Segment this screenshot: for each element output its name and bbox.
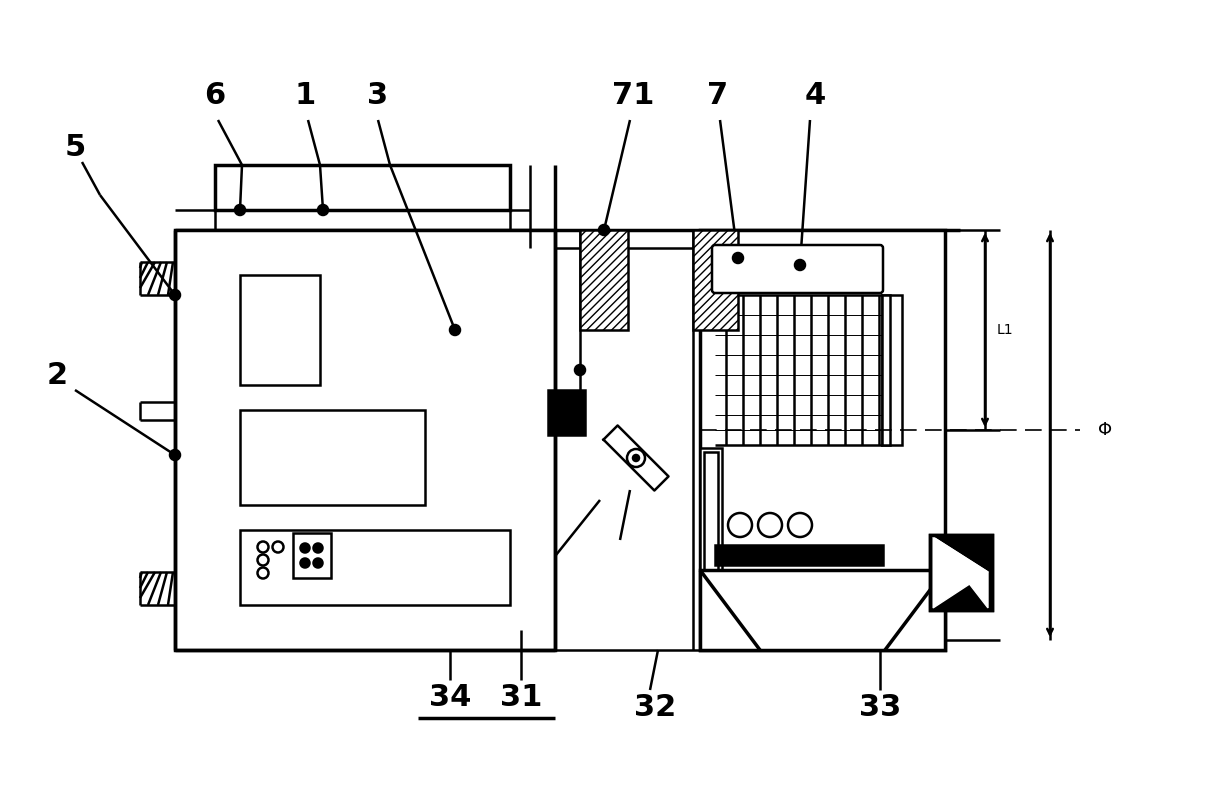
Circle shape xyxy=(301,558,309,567)
Bar xyxy=(175,230,554,650)
Circle shape xyxy=(301,543,309,553)
Bar xyxy=(930,535,992,610)
Bar xyxy=(930,535,992,610)
Circle shape xyxy=(575,365,585,375)
Text: 31: 31 xyxy=(500,683,542,713)
Circle shape xyxy=(170,290,180,300)
Bar xyxy=(699,230,945,650)
Circle shape xyxy=(633,455,639,461)
Circle shape xyxy=(599,225,609,235)
Text: 71: 71 xyxy=(611,81,655,110)
Text: Φ: Φ xyxy=(1098,421,1113,439)
Text: 4: 4 xyxy=(805,81,825,110)
Circle shape xyxy=(314,558,323,567)
Text: 7: 7 xyxy=(708,81,728,110)
Circle shape xyxy=(733,253,743,263)
Circle shape xyxy=(627,449,645,467)
Bar xyxy=(580,230,628,330)
Circle shape xyxy=(451,325,460,335)
Circle shape xyxy=(236,205,245,215)
Bar xyxy=(294,533,331,578)
Bar xyxy=(693,230,738,330)
Text: 33: 33 xyxy=(859,694,901,722)
Text: 32: 32 xyxy=(634,694,676,722)
Bar xyxy=(240,410,425,505)
Bar xyxy=(548,390,585,435)
Text: 1: 1 xyxy=(295,81,315,110)
Bar xyxy=(930,535,992,610)
Text: 6: 6 xyxy=(204,81,226,110)
Bar xyxy=(699,448,722,578)
Bar xyxy=(240,530,510,605)
Polygon shape xyxy=(933,537,988,608)
Circle shape xyxy=(318,205,329,215)
Circle shape xyxy=(788,513,812,537)
Text: 3: 3 xyxy=(367,81,389,110)
Circle shape xyxy=(795,260,805,270)
Bar xyxy=(715,545,883,565)
Text: L1: L1 xyxy=(997,323,1014,337)
Text: 5: 5 xyxy=(64,134,86,162)
Circle shape xyxy=(170,450,180,460)
Circle shape xyxy=(757,513,782,537)
Circle shape xyxy=(314,543,323,553)
Polygon shape xyxy=(933,537,988,608)
Bar xyxy=(215,165,510,210)
FancyBboxPatch shape xyxy=(712,245,883,293)
Bar xyxy=(882,295,902,445)
Bar xyxy=(704,452,718,574)
Text: 34: 34 xyxy=(429,683,471,713)
Text: 2: 2 xyxy=(46,361,68,390)
Bar xyxy=(699,570,945,650)
Bar xyxy=(882,295,890,445)
Circle shape xyxy=(728,513,753,537)
Bar xyxy=(240,275,320,385)
